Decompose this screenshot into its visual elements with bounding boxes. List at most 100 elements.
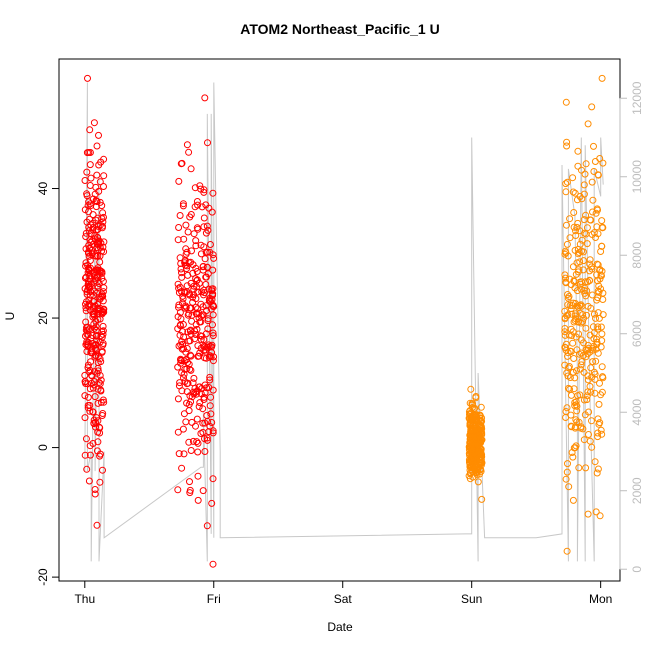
data-point bbox=[470, 412, 478, 420]
data-point bbox=[194, 439, 202, 447]
data-point bbox=[86, 407, 94, 415]
data-point bbox=[582, 160, 590, 168]
data-point bbox=[99, 330, 107, 338]
data-point bbox=[588, 263, 595, 271]
data-point bbox=[203, 522, 211, 530]
data-point bbox=[580, 368, 588, 376]
data-point bbox=[468, 430, 476, 438]
data-point bbox=[587, 216, 595, 224]
data-point bbox=[202, 229, 210, 237]
data-point bbox=[192, 422, 199, 430]
data-point bbox=[209, 560, 217, 568]
data-point bbox=[209, 332, 217, 340]
data-point bbox=[192, 303, 200, 311]
data-point bbox=[200, 243, 208, 251]
data-point bbox=[589, 346, 597, 354]
data-point bbox=[186, 489, 194, 497]
data-point bbox=[183, 141, 191, 149]
data-point bbox=[177, 315, 185, 323]
data-point bbox=[204, 325, 212, 333]
data-point bbox=[91, 190, 99, 198]
data-point bbox=[472, 469, 480, 477]
data-point bbox=[86, 272, 94, 280]
data-point bbox=[194, 305, 202, 313]
data-point bbox=[562, 188, 570, 196]
data-point bbox=[93, 521, 101, 529]
data-point bbox=[191, 184, 199, 192]
data-point bbox=[591, 158, 599, 165]
data-point bbox=[96, 178, 104, 186]
data-point bbox=[187, 258, 195, 266]
data-point bbox=[192, 275, 200, 283]
data-point bbox=[197, 336, 205, 343]
data-point bbox=[573, 196, 581, 204]
data-point bbox=[186, 365, 194, 373]
data-point bbox=[193, 198, 201, 205]
data-point bbox=[95, 423, 103, 431]
data-point bbox=[579, 318, 587, 326]
data-point bbox=[569, 188, 577, 196]
data-point bbox=[86, 149, 94, 156]
data-point bbox=[186, 213, 194, 221]
data-point bbox=[567, 423, 575, 431]
data-point bbox=[595, 288, 603, 296]
data-point bbox=[598, 217, 606, 225]
data-point bbox=[582, 324, 590, 332]
data-point bbox=[561, 315, 569, 323]
data-point bbox=[572, 333, 580, 341]
data-point bbox=[594, 349, 602, 357]
data-point bbox=[596, 266, 603, 274]
data-point bbox=[188, 247, 195, 255]
y-axis-label: U bbox=[3, 312, 17, 321]
data-point bbox=[199, 266, 207, 274]
data-point bbox=[569, 453, 577, 461]
data-point bbox=[198, 288, 206, 296]
data-point bbox=[175, 284, 183, 292]
data-point bbox=[88, 237, 96, 245]
data-point bbox=[98, 412, 106, 419]
data-point bbox=[202, 273, 210, 281]
data-point bbox=[187, 165, 195, 173]
data-point bbox=[193, 438, 201, 446]
data-point bbox=[199, 487, 207, 495]
data-point bbox=[594, 230, 602, 238]
data-point bbox=[200, 223, 208, 231]
data-point bbox=[89, 384, 97, 392]
data-point bbox=[194, 472, 202, 480]
data-point bbox=[584, 510, 592, 518]
points-layer bbox=[81, 74, 607, 568]
data-point bbox=[563, 404, 571, 412]
data-point bbox=[191, 335, 199, 343]
data-point bbox=[199, 419, 207, 427]
data-point bbox=[96, 252, 104, 260]
data-point bbox=[178, 464, 186, 472]
data-point bbox=[584, 376, 592, 384]
data-point bbox=[561, 343, 569, 351]
data-point bbox=[186, 337, 194, 345]
data-point bbox=[91, 268, 99, 275]
data-point bbox=[182, 221, 190, 229]
data-point bbox=[589, 196, 597, 204]
data-point bbox=[583, 240, 591, 248]
data-point bbox=[577, 336, 585, 344]
data-point bbox=[597, 248, 605, 255]
data-point bbox=[591, 375, 599, 383]
data-point bbox=[567, 411, 575, 419]
data-point bbox=[199, 405, 207, 413]
data-point bbox=[83, 190, 91, 198]
data-point bbox=[202, 330, 210, 338]
y-axis-right: 0 2000 4000 6000 8000 10000 12000 bbox=[619, 81, 644, 573]
data-point bbox=[87, 230, 95, 237]
data-point bbox=[573, 302, 581, 310]
data-point bbox=[98, 247, 106, 255]
data-point bbox=[577, 423, 585, 431]
data-point bbox=[468, 400, 476, 408]
data-point bbox=[563, 369, 571, 377]
data-point bbox=[174, 428, 182, 436]
data-point bbox=[467, 385, 475, 393]
data-point bbox=[100, 155, 108, 163]
data-point bbox=[566, 374, 574, 381]
data-point bbox=[590, 168, 598, 175]
data-point bbox=[474, 478, 482, 486]
data-point bbox=[204, 139, 211, 147]
